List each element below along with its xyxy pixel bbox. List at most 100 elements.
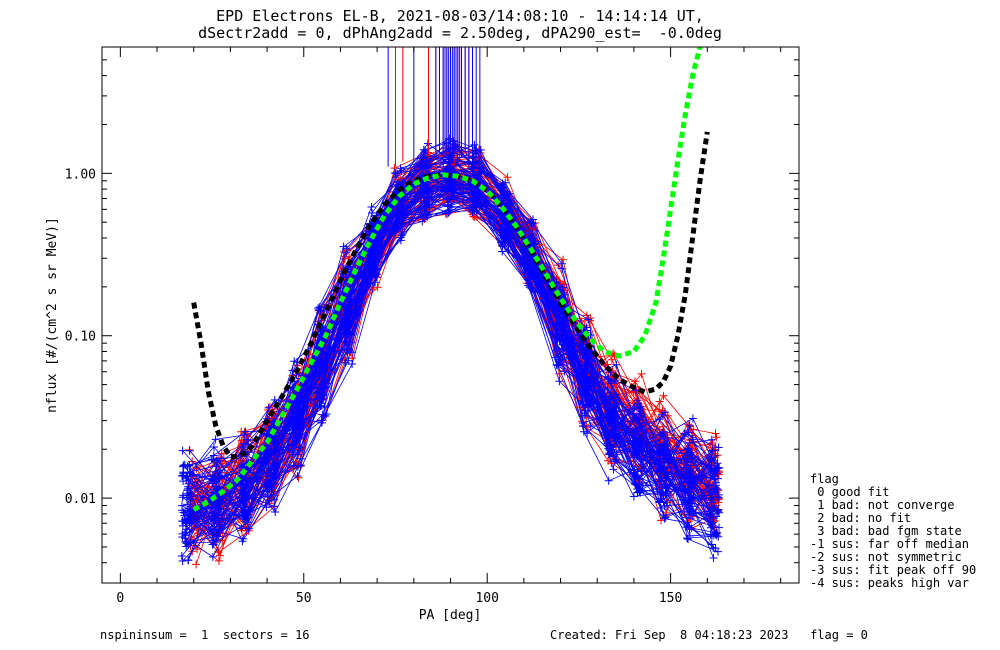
data-point-marker (604, 476, 613, 485)
data-point-marker (713, 492, 722, 501)
data-point-marker (449, 165, 458, 174)
data-point-marker (661, 513, 670, 522)
data-point-marker (211, 435, 220, 444)
data-point-marker (655, 415, 664, 424)
page-title: EPD Electrons EL-B, 2021-08-03/14:08:10 … (0, 8, 920, 42)
data-point-marker (686, 507, 695, 516)
data-point-marker (631, 415, 640, 424)
data-point-marker (365, 247, 374, 256)
legend-header: flag (810, 472, 839, 486)
data-point-marker (581, 411, 589, 420)
data-point-marker (582, 413, 591, 422)
data-point-marker (295, 443, 304, 452)
data-point-marker (419, 145, 428, 154)
data-point-marker (449, 187, 458, 196)
data-point-marker (499, 228, 508, 237)
data-point-marker (468, 164, 477, 173)
data-point-marker (582, 323, 591, 332)
data-point-marker (208, 540, 217, 549)
data-point-marker (184, 556, 193, 565)
data-point-marker (560, 367, 569, 376)
data-point-marker (442, 194, 451, 203)
data-point-marker (321, 411, 330, 420)
data-point-marker (345, 295, 354, 304)
y-tick-label: 0.10 (65, 330, 96, 345)
data-point-marker (714, 443, 723, 452)
legend-item: -3 sus: fit peak off 90 (810, 563, 977, 577)
data-point-marker (212, 477, 221, 486)
data-point-marker (207, 455, 216, 464)
data-point-marker (609, 465, 618, 474)
data-point-marker (185, 461, 194, 470)
data-point-marker (178, 446, 187, 455)
data-point-marker (178, 506, 187, 515)
data-point-marker (184, 541, 193, 549)
data-point-marker (368, 252, 377, 261)
data-point-marker (239, 460, 247, 469)
data-point-marker (578, 345, 587, 354)
data-point-marker (476, 176, 484, 185)
data-point-marker (213, 456, 222, 465)
data-point-marker (397, 167, 406, 175)
data-point-marker (503, 228, 512, 237)
data-point-marker (244, 524, 253, 533)
flag-legend: flag 0 good fit 1 bad: not converge 2 ba… (810, 473, 976, 590)
data-point-marker (658, 483, 667, 492)
data-point-marker (342, 244, 351, 253)
data-point-marker (554, 303, 562, 312)
data-point-marker (631, 386, 640, 395)
data-point-marker (239, 534, 248, 543)
data-point-marker (344, 344, 352, 353)
fit-curve (192, 47, 703, 512)
data-point-marker (656, 461, 665, 470)
data-point-marker (707, 504, 716, 513)
data-point-marker (182, 472, 191, 481)
data-point-marker (178, 493, 187, 502)
data-point-marker (585, 401, 594, 409)
legend-item: -4 sus: peaks high var (810, 576, 969, 590)
data-point-marker (264, 464, 273, 473)
data-point-marker (712, 484, 721, 493)
data-point-marker (582, 373, 591, 382)
data-point-marker (366, 267, 375, 276)
legend-item: 0 good fit (810, 485, 890, 499)
data-point-marker (584, 315, 593, 324)
data-point-marker (634, 404, 643, 412)
data-point-marker (684, 535, 692, 544)
data-point-marker (446, 206, 455, 215)
data-point-marker (468, 207, 477, 216)
data-point-marker (178, 557, 187, 565)
data-point-marker (209, 451, 218, 460)
data-point-marker (606, 442, 615, 451)
data-point-marker (680, 429, 689, 438)
data-point-marker (208, 552, 217, 561)
data-point-marker (531, 288, 540, 297)
data-point-marker (584, 390, 593, 399)
data-point-marker (523, 266, 532, 275)
data-point-marker (418, 217, 427, 226)
data-point-marker (707, 435, 716, 444)
legend-item: -1 sus: far off median (810, 537, 969, 551)
x-tick-label: 0 (116, 591, 124, 606)
data-point-marker (390, 169, 399, 177)
data-point-marker (655, 466, 664, 475)
data-point-marker (525, 253, 534, 262)
data-point-marker (214, 556, 223, 565)
legend-item: 3 bad: bad fgm state (810, 524, 962, 538)
data-point-marker (498, 240, 507, 249)
data-point-marker (346, 327, 355, 336)
data-point-marker (271, 508, 280, 516)
data-point-marker (712, 529, 721, 538)
data-point-marker (657, 495, 666, 504)
data-point-marker (209, 517, 218, 526)
x-axis-label: PA [deg] (419, 608, 482, 623)
data-point-marker (709, 543, 718, 552)
data-point-marker (292, 409, 301, 418)
data-point-marker (633, 437, 642, 446)
data-point-marker (680, 455, 689, 464)
data-point-marker (660, 514, 669, 523)
data-point-marker (267, 483, 276, 492)
data-point-marker (687, 477, 696, 486)
data-point-marker (369, 240, 378, 249)
data-point-marker (468, 197, 477, 205)
